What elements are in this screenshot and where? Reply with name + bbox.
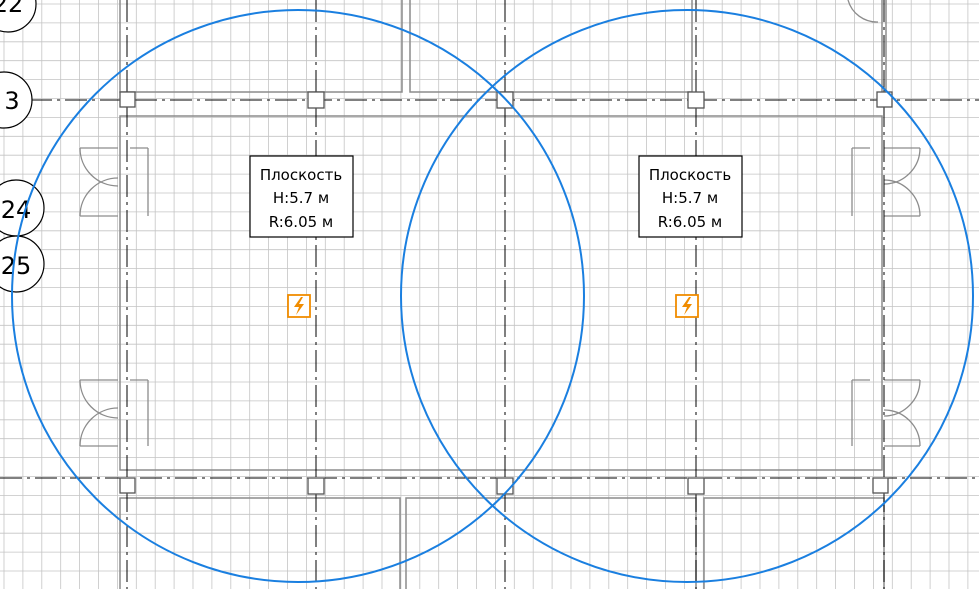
doors-left <box>79 147 149 447</box>
walls <box>119 0 887 589</box>
column <box>307 91 325 109</box>
plane-title: Плоскость <box>260 166 342 184</box>
room-bottom-left <box>119 497 401 589</box>
column <box>876 91 893 108</box>
axis-label-25: 25 <box>1 252 32 280</box>
plane-tag-1[interactable]: Плоскость H:5.7 м R:6.05 м <box>249 155 354 238</box>
doors-right <box>847 0 921 447</box>
plane-tag-2[interactable]: Плоскость H:5.7 м R:6.05 м <box>638 155 743 238</box>
lightning-rod-icon[interactable] <box>287 294 311 318</box>
columns <box>119 91 893 495</box>
plane-title: Плоскость <box>649 166 731 184</box>
column <box>307 477 325 495</box>
axis-bubble-23[interactable] <box>0 71 33 129</box>
plane-radius: R:6.05 м <box>269 213 334 231</box>
protection-zone-2[interactable] <box>400 9 974 583</box>
column <box>687 91 705 109</box>
axis-bubbles <box>0 0 45 293</box>
axis-bubble-22[interactable] <box>0 0 37 33</box>
room-top-left <box>119 0 403 93</box>
plane-height: H:5.7 м <box>662 189 718 207</box>
plane-tag-frame <box>249 155 354 238</box>
column <box>119 91 136 108</box>
main-hall <box>119 115 883 471</box>
axis-label-23: 3 <box>4 87 19 115</box>
axis-bubble-25[interactable] <box>0 235 45 293</box>
column <box>872 477 889 494</box>
room-bottom-right <box>703 497 885 589</box>
protection-zone-1[interactable] <box>11 9 585 583</box>
plane-height: H:5.7 м <box>273 189 329 207</box>
plane-radius: R:6.05 м <box>658 213 723 231</box>
room-top-mid <box>409 0 693 93</box>
axis-label-24: 24 <box>1 196 32 224</box>
protection-zones <box>11 9 974 583</box>
room-bottom-mid <box>405 497 697 589</box>
lightning-rod-icon[interactable] <box>675 294 699 318</box>
axis-label-22: 22 <box>0 0 23 18</box>
column <box>119 477 136 494</box>
column <box>687 477 705 495</box>
plane-tag-frame <box>638 155 743 238</box>
